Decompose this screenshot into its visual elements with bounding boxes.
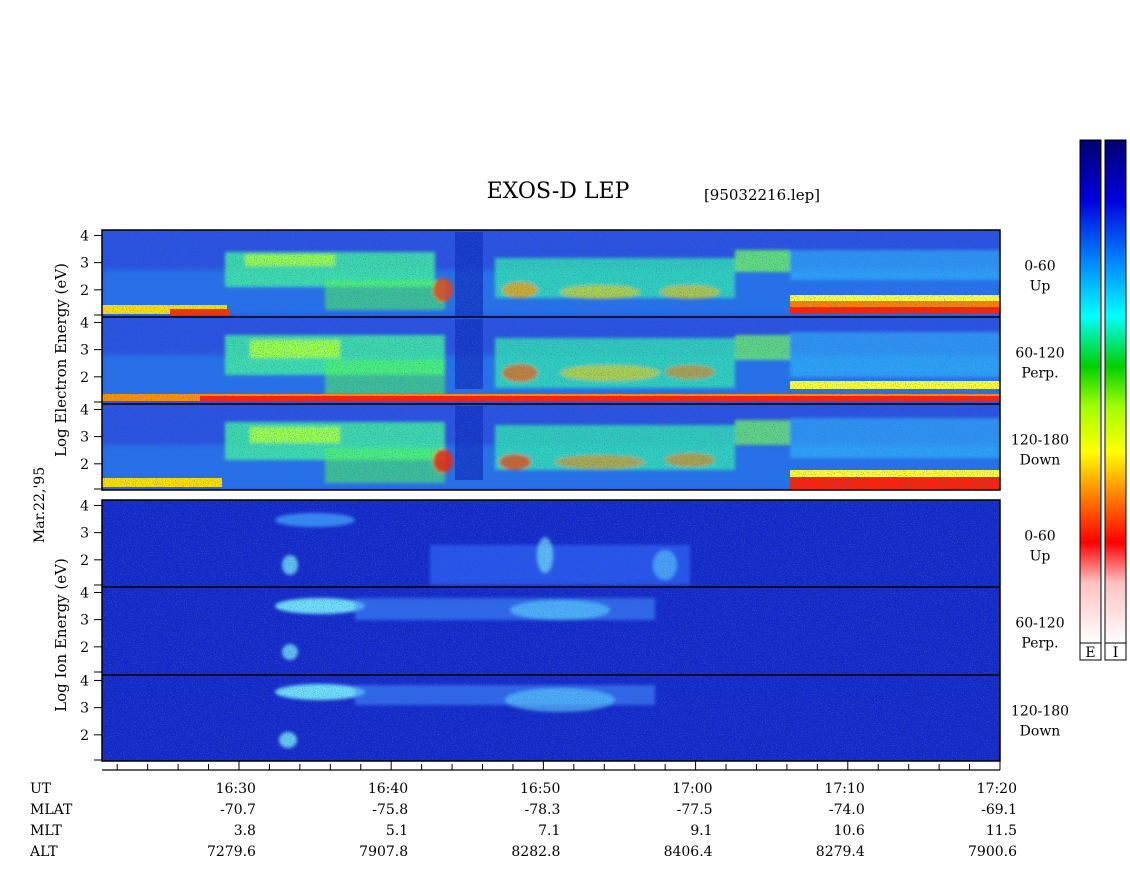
electron-axis-label: Log Electron Energy (eV): [52, 263, 70, 457]
direction-label: Up: [1030, 549, 1051, 565]
ephemeris-value: -69.1: [981, 802, 1017, 818]
direction-label: Perp.: [1021, 636, 1058, 652]
ephemeris-row-label: UT: [30, 781, 52, 797]
ephemeris-value: -75.8: [372, 802, 408, 818]
ephemeris-value: -77.5: [677, 802, 713, 818]
y-tick-label: 2: [80, 640, 89, 656]
pitch-angle-label: 60-120: [1015, 346, 1064, 362]
y-tick-label: 4: [80, 228, 89, 244]
y-tick-label: 4: [80, 315, 89, 331]
y-tick-label: 2: [80, 553, 89, 569]
pitch-angle-label: 120-180: [1011, 704, 1069, 720]
y-tick-label: 2: [80, 457, 89, 473]
pitch-angle-labels: 0-60 Up 60-120 Perp. 120-180 Down 0-60 Up 60-120…: [1011, 259, 1069, 740]
chart-title: EXOS-D LEP: [487, 179, 630, 204]
ephemeris-value: 3.8: [234, 823, 256, 839]
y-tick-label: 3: [80, 613, 89, 629]
ephemeris-value: 11.5: [986, 823, 1017, 839]
y-tick-label: 2: [80, 728, 89, 744]
direction-label: Perp.: [1021, 366, 1058, 382]
y-tick-label: 2: [80, 283, 89, 299]
colorbar-label-e: E: [1085, 645, 1095, 661]
colorbar-label-i: I: [1113, 645, 1119, 661]
y-tick-label: 4: [80, 402, 89, 418]
y-tick-label: 4: [80, 498, 89, 514]
pitch-angle-label: 0-60: [1024, 529, 1055, 545]
ephemeris-value: 8279.4: [816, 844, 865, 860]
ephemeris-value: 7900.6: [968, 844, 1017, 860]
pitch-angle-label: 120-180: [1011, 433, 1069, 449]
ephemeris-value: -74.0: [829, 802, 865, 818]
ion-spectrogram: [102, 500, 1000, 761]
file-tag: [95032216.lep]: [704, 186, 820, 204]
y-tick-label: 3: [80, 701, 89, 717]
ephemeris-value: 7907.8: [359, 844, 408, 860]
ephemeris-value: 17:10: [824, 781, 864, 797]
y-tick-label: 4: [80, 585, 89, 601]
colorbar-electron: E: [1079, 139, 1102, 661]
svg-text:Log Electron Energy (eV): Log Electron Energy (eV): [52, 263, 70, 457]
ephemeris-value: -78.3: [524, 802, 560, 818]
ion-axis-label: Log Ion Energy (eV): [52, 558, 70, 712]
ephemeris-value: 7.1: [538, 823, 560, 839]
ephemeris-value: 8406.4: [664, 844, 713, 860]
time-axis: [102, 760, 1001, 771]
y-tick-label: 3: [80, 526, 89, 542]
ephemeris-value: 17:00: [672, 781, 712, 797]
ephemeris-value: 16:30: [216, 781, 256, 797]
ephemeris-value: 16:50: [520, 781, 560, 797]
ephemeris-value: 17:20: [977, 781, 1017, 797]
y-tick-label: 2: [80, 370, 89, 386]
ephemeris-value: 10.6: [834, 823, 865, 839]
y-tick-label: 3: [80, 256, 89, 272]
ephemeris-value: 5.1: [386, 823, 408, 839]
y-tick-labels: 4 3 2 4 3 2 4 3 2 4 3 2 4 3 2 4 3 2: [80, 228, 102, 761]
electron-spectrogram: [102, 230, 1000, 490]
ephemeris-row-label: ALT: [29, 844, 58, 860]
ephemeris-row-label: MLAT: [30, 802, 73, 818]
pitch-angle-label: 60-120: [1015, 616, 1064, 632]
y-tick-label: 4: [80, 673, 89, 689]
ephemeris-value: 16:40: [368, 781, 408, 797]
ephemeris-value: 8282.8: [511, 844, 560, 860]
svg-text:Log Ion Energy (eV): Log Ion Energy (eV): [52, 558, 70, 712]
panel-frames: [101, 229, 1001, 762]
ephemeris-value: 7279.6: [207, 844, 256, 860]
y-tick-label: 3: [80, 430, 89, 446]
direction-label: Down: [1020, 453, 1061, 469]
ephemeris-table: UT 16:30 16:40 16:50 17:00 17:10 17:20 MLAT -70.…: [29, 781, 1017, 860]
y-tick-label: 3: [80, 343, 89, 359]
date-label: Mar.22,'95: [32, 467, 48, 543]
colorbar-ion: I: [1104, 139, 1127, 661]
direction-label: Down: [1020, 724, 1061, 740]
ephemeris-value: 9.1: [690, 823, 712, 839]
pitch-angle-label: 0-60: [1024, 259, 1055, 275]
ephemeris-value: -70.7: [220, 802, 256, 818]
ephemeris-row-label: MLT: [30, 823, 62, 839]
direction-label: Up: [1030, 279, 1051, 295]
